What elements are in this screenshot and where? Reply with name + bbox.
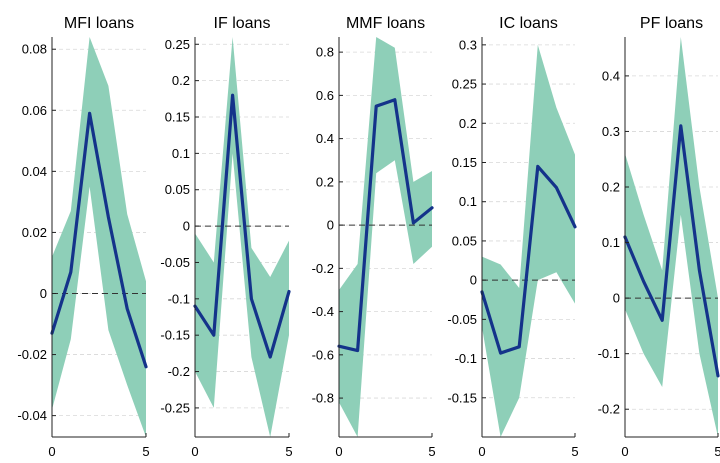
y-tick-label: 0 <box>327 218 334 233</box>
panel-3: -0.8 -0.6 -0.4 -0.2 0 0.2 0.4 0.6 0.8 0 5 MMF loans <box>312 15 436 459</box>
y-tick-label: -0.02 <box>17 347 47 362</box>
x-tick-label: 5 <box>571 444 578 459</box>
confidence-band <box>482 44 575 437</box>
y-tick-label: -0.1 <box>598 346 620 361</box>
x-tick-label: 5 <box>285 444 292 459</box>
y-tick-label: 0.06 <box>22 103 47 118</box>
y-tick-label: 0 <box>470 273 477 288</box>
panel-title: PF loans <box>640 15 703 32</box>
y-tick-label: 0.04 <box>22 164 47 179</box>
x-tick-label: 0 <box>335 444 342 459</box>
y-tick-label: -0.05 <box>447 312 477 327</box>
y-tick-label: 0 <box>40 286 47 301</box>
y-tick-label: -0.4 <box>312 304 334 319</box>
median-line <box>50 111 148 369</box>
y-tick-label: -0.15 <box>160 328 190 343</box>
median-line <box>623 124 720 378</box>
x-tick-label: 5 <box>428 444 435 459</box>
y-tick-label: 0.3 <box>602 124 620 139</box>
y-tick-label: 0.2 <box>316 174 334 189</box>
y-tick-label: -0.1 <box>168 291 190 306</box>
confidence-band <box>52 37 146 437</box>
panel-1: -0.04 -0.02 0 0.02 0.04 0.06 0.08 0 5 MFI loans <box>17 15 149 459</box>
y-tick-label: -0.8 <box>312 391 334 406</box>
y-tick-label: -0.6 <box>312 347 334 362</box>
panel-2: -0.25 -0.2 -0.15 -0.1 -0.05 0 0.05 0.1 0.15 0.2 0.… <box>160 15 292 459</box>
x-tick-label: 5 <box>714 444 720 459</box>
y-tick-label: 0.1 <box>172 146 190 161</box>
confidence-band <box>339 37 432 437</box>
y-tick-label: 0 <box>613 291 620 306</box>
y-tick-label: -0.25 <box>160 400 190 415</box>
y-tick-label: 0.1 <box>602 235 620 250</box>
panel-title: IF loans <box>214 15 271 32</box>
y-tick-label: 0.05 <box>165 182 190 197</box>
y-tick-label: 0.15 <box>452 155 477 170</box>
y-tick-label: 0.02 <box>22 225 47 240</box>
y-tick-label: 0.25 <box>165 37 190 52</box>
y-tick-label: -0.2 <box>598 402 620 417</box>
y-tick-label: 0.15 <box>165 110 190 125</box>
y-tick-label: -0.2 <box>312 261 334 276</box>
y-tick-label: -0.1 <box>455 351 477 366</box>
y-tick-label: 0.8 <box>316 45 334 60</box>
x-tick-label: 5 <box>142 444 149 459</box>
panel-title: IC loans <box>499 15 558 32</box>
y-tick-label: 0.6 <box>316 88 334 103</box>
median-line <box>193 93 291 359</box>
y-tick-label: 0.2 <box>172 73 190 88</box>
y-tick-label: 0 <box>183 219 190 234</box>
y-tick-label: 0.4 <box>316 131 334 146</box>
x-tick-label: 0 <box>478 444 485 459</box>
y-tick-label: 0.05 <box>452 233 477 248</box>
panel-title: MMF loans <box>346 15 425 32</box>
y-tick-label: -0.05 <box>160 255 190 270</box>
x-tick-label: 0 <box>48 444 55 459</box>
y-tick-label: -0.04 <box>17 408 47 423</box>
y-tick-label: 0.25 <box>452 77 477 92</box>
panel-title: MFI loans <box>64 15 134 32</box>
panel-4: -0.15 -0.1 -0.05 0 0.05 0.1 0.15 0.2 0.25 0.3 0 5 IC… <box>447 15 578 459</box>
median-line <box>337 98 434 353</box>
y-tick-label: 0.3 <box>459 37 477 52</box>
y-tick-label: 0.08 <box>22 42 47 57</box>
y-tick-label: 0.2 <box>459 116 477 131</box>
x-tick-label: 0 <box>191 444 198 459</box>
x-tick-label: 0 <box>621 444 628 459</box>
confidence-band <box>195 37 289 437</box>
y-tick-label: -0.15 <box>447 390 477 405</box>
y-tick-label: 0.4 <box>602 68 620 83</box>
y-tick-label: 0.1 <box>459 194 477 209</box>
y-tick-label: -0.2 <box>168 364 190 379</box>
median-line <box>480 164 577 355</box>
panel-5: -0.2 -0.1 0 0.1 0.2 0.3 0.4 0 5 PF loans <box>598 15 720 459</box>
y-tick-label: 0.2 <box>602 180 620 195</box>
